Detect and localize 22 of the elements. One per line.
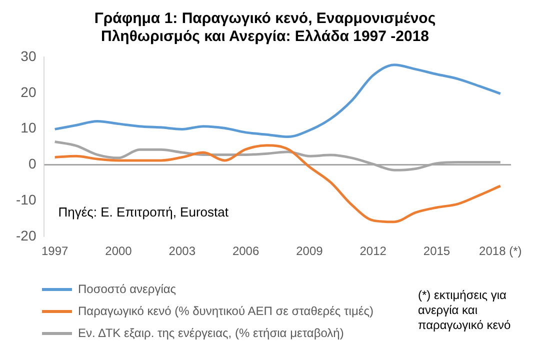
line-series [54,64,502,138]
x-tick-label: 2015 [423,244,450,258]
x-tick-label: 2012 [360,244,387,258]
y-tick-label: -10 [16,192,36,208]
chart-title: Γράφημα 1: Παραγωγικό κενό, Εναρμονισμένος Πληθωρισμός και Ανεργία: Ελλάδα 1997 -2018 [93,10,437,46]
y-tick-label: 0 [28,156,36,172]
text: (*) εκτιμήσεις για ανεργία και παραγωγικό κενό [418,288,512,333]
x-tick-label: 2000 [105,244,132,258]
x-tick-label: 1997 [41,244,69,258]
x-tick-label: 2018 (*) [479,244,522,258]
annotation: Πηγές: Ε. Επιτροπή, Eurostat [58,204,229,220]
legend-label: Παραγωγικό κενό (% δυνητικού ΑΕΠ σε σταθερές τιμές) [78,304,374,318]
x-tick-label: 2009 [296,244,324,258]
x-tick-label: 2003 [168,244,196,258]
y-tick-label: 30 [20,48,36,64]
y-tick-label: -20 [16,227,36,244]
x-tick-label: 2006 [232,244,260,258]
line-series [54,144,502,224]
y-tick-label: 10 [20,120,36,136]
legend-label: Εν. ΔΤΚ εξαιρ. της ενέργειας, (% ετήσια μεταβολή) [78,326,344,340]
y-tick-label: 20 [20,84,36,100]
legend-label: Ποσοστό ανεργίας [78,282,176,296]
